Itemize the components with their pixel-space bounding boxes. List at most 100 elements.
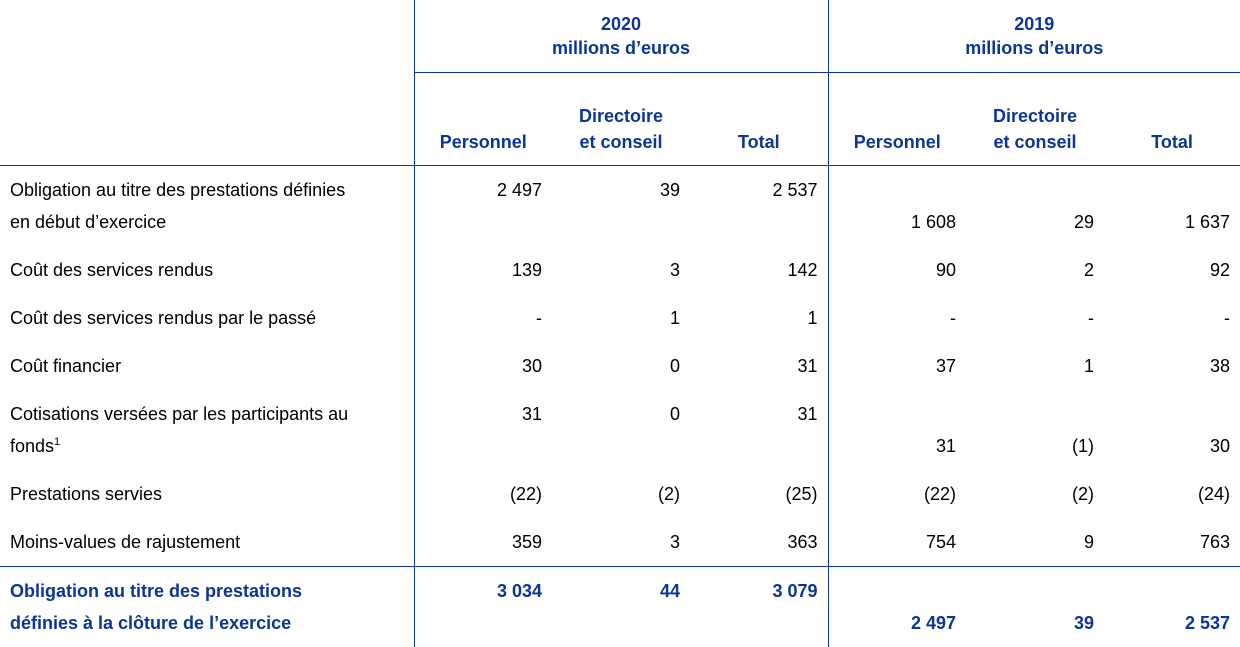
value: -: [1088, 308, 1094, 328]
value: 1 608: [911, 212, 956, 232]
value-cell: -: [966, 294, 1104, 342]
value-cell: 3 034: [414, 567, 552, 647]
value: 2: [1084, 260, 1094, 280]
value-cell: 359: [414, 518, 552, 567]
row-label: Coût financier: [0, 342, 414, 390]
column-header: Directoire et conseil: [966, 73, 1104, 166]
column-header-line: Personnel: [854, 132, 941, 152]
value: 1: [1084, 356, 1094, 376]
value: (2): [658, 484, 680, 504]
value: 0: [670, 404, 680, 424]
value: 38: [1210, 356, 1230, 376]
value: 2 497: [497, 180, 542, 200]
column-header-line: Directoire: [579, 106, 663, 126]
column-header: Total: [690, 73, 828, 166]
value: 2 537: [1185, 613, 1230, 633]
row-label: Prestations servies: [0, 470, 414, 518]
value-cell: 754: [828, 518, 966, 567]
value: 754: [926, 532, 956, 552]
row-label-line: Coût des services rendus par le passé: [10, 308, 316, 328]
value-cell: 363: [690, 518, 828, 567]
row-label-line: Prestations servies: [10, 484, 162, 504]
column-header: Personnel: [828, 73, 966, 166]
value: 9: [1084, 532, 1094, 552]
value: 142: [787, 260, 817, 280]
value: 30: [1210, 436, 1230, 456]
value-cell: 142: [690, 246, 828, 294]
value-cell: 1: [690, 294, 828, 342]
value: 763: [1200, 532, 1230, 552]
table-row: Obligation au titre des prestations défi…: [0, 166, 1240, 247]
column-header-line: Total: [1151, 132, 1193, 152]
value: 31: [798, 356, 818, 376]
value-cell: 2 537: [1104, 567, 1240, 647]
value-cell: (2): [552, 470, 690, 518]
row-label: Cotisations versées par les participants…: [0, 390, 414, 470]
row-label-line: Moins-values de rajustement: [10, 532, 240, 552]
value-cell: -: [1104, 294, 1240, 342]
column-header-line: Directoire: [993, 106, 1077, 126]
value: 3: [670, 532, 680, 552]
table-row: Cotisations versées par les participants…: [0, 390, 1240, 470]
row-label: Moins-values de rajustement: [0, 518, 414, 567]
value-cell: 1: [552, 294, 690, 342]
value-cell: (2): [966, 470, 1104, 518]
value-cell: 30: [414, 342, 552, 390]
value: (1): [1072, 436, 1094, 456]
value-cell: 0: [552, 390, 690, 470]
row-label-line: Obligation au titre des prestations défi…: [10, 180, 345, 200]
value: -: [1224, 308, 1230, 328]
value-cell: 2: [966, 246, 1104, 294]
value: 0: [670, 356, 680, 376]
value-cell: 30: [1104, 390, 1240, 470]
value: 44: [660, 581, 680, 601]
value: -: [536, 308, 542, 328]
value: 92: [1210, 260, 1230, 280]
value-cell: 1 608: [828, 166, 966, 247]
value: -: [950, 308, 956, 328]
row-label-line: définies à la clôture de l’exercice: [10, 613, 291, 633]
value-cell: 3: [552, 246, 690, 294]
column-header-line: Total: [738, 132, 780, 152]
row-label-line: Cotisations versées par les participants…: [10, 404, 348, 424]
value-cell: 2 497: [414, 166, 552, 247]
column-header-line: et conseil: [994, 132, 1077, 152]
column-header: Personnel: [414, 73, 552, 166]
value: 31: [798, 404, 818, 424]
unit: millions d’euros: [965, 38, 1103, 58]
column-header: Total: [1104, 73, 1240, 166]
value-cell: 39: [966, 567, 1104, 647]
row-label-line: Coût financier: [10, 356, 121, 376]
footnote-ref: 1: [54, 436, 60, 448]
value-cell: (24): [1104, 470, 1240, 518]
value: (2): [1072, 484, 1094, 504]
header-row: Personnel Directoire et conseil Total Person…: [0, 73, 1240, 166]
value: 1: [670, 308, 680, 328]
year: 2020: [601, 14, 641, 34]
row-label: Obligation au titre des prestations défi…: [0, 166, 414, 247]
header-cell: [0, 0, 414, 73]
value-cell: 1 637: [1104, 166, 1240, 247]
value-cell: 2 497: [828, 567, 966, 647]
row-label-line: Obligation au titre des prestations: [10, 581, 302, 601]
value: 39: [1074, 613, 1094, 633]
value-cell: 763: [1104, 518, 1240, 567]
row-label: Coût des services rendus: [0, 246, 414, 294]
value: 90: [936, 260, 956, 280]
value: 2 537: [772, 180, 817, 200]
value-cell: 2 537: [690, 166, 828, 247]
value: 31: [522, 404, 542, 424]
value-cell: 0: [552, 342, 690, 390]
value-cell: -: [828, 294, 966, 342]
value-cell: 38: [1104, 342, 1240, 390]
value: 3: [670, 260, 680, 280]
table-row: Moins-values de rajustement 359 3 363 754 9 76…: [0, 518, 1240, 567]
row-label: Obligation au titre des prestations défin…: [0, 567, 414, 647]
row-label-line: fonds: [10, 436, 54, 456]
value-cell: 29: [966, 166, 1104, 247]
